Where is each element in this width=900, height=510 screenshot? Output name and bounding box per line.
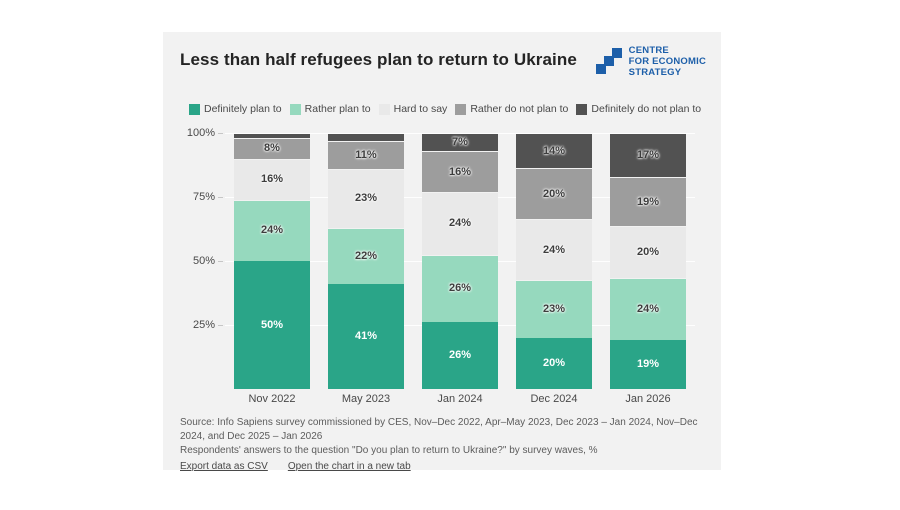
bar-segment-value-label: 50% — [260, 318, 284, 331]
bar-segment[interactable]: 11% — [328, 141, 404, 169]
bar-segment-value-label: 26% — [448, 348, 472, 361]
bar-segment[interactable]: 16% — [422, 152, 498, 193]
legend-label: Definitely do not plan to — [591, 103, 702, 115]
bar-segment-value-label: 24% — [636, 302, 660, 315]
bar-segment-value-label: 23% — [354, 192, 378, 205]
bar-segment[interactable]: 24% — [610, 278, 686, 340]
source-note: Source: Info Sapiens survey commissioned… — [180, 417, 698, 442]
ces-logo: Centre For Economic Strategy — [595, 45, 706, 79]
bar-segment[interactable]: 20% — [610, 227, 686, 278]
legend-swatch — [378, 103, 390, 115]
bar-segment[interactable]: 7% — [422, 133, 498, 152]
bar-segment[interactable]: 26% — [422, 321, 498, 389]
bar-segment-value-label: 19% — [636, 357, 660, 370]
bar-segment[interactable]: 19% — [610, 339, 686, 389]
bar-segment[interactable] — [234, 134, 310, 139]
y-axis-tick — [218, 133, 223, 134]
bar-segment-value-label: 24% — [260, 224, 284, 237]
bar-segment-value-label: 24% — [448, 217, 472, 230]
bar-segment-value-label: 26% — [448, 282, 472, 295]
open-new-tab-link[interactable]: Open the chart in a new tab — [287, 461, 411, 473]
bar-segment-value-label: 20% — [542, 357, 566, 370]
x-axis-category-label: Nov 2022 — [248, 393, 296, 405]
ces-logo-text: Centre For Economic Strategy — [629, 45, 706, 79]
y-axis-tick — [218, 197, 223, 198]
bar-segment-value-label: 20% — [542, 187, 566, 200]
chart-footer: Source: Info Sapiens survey commissioned… — [180, 416, 708, 474]
chart-card: Less than half refugees plan to return t… — [163, 32, 721, 472]
bar-segment[interactable]: 22% — [328, 228, 404, 285]
y-axis-tick-label: 50% — [192, 255, 215, 267]
bar-segment[interactable]: 24% — [234, 200, 310, 261]
bar-segment[interactable]: 23% — [516, 281, 592, 339]
legend-swatch — [189, 103, 200, 115]
bar-segment-value-label: 11% — [355, 148, 377, 161]
bar-segment[interactable]: 17% — [610, 134, 686, 177]
legend-swatch — [455, 103, 467, 115]
bar-segment-value-label: 24% — [542, 243, 566, 256]
x-axis-category-label: Jan 2026 — [625, 393, 671, 405]
legend-label: Rather do not plan to — [470, 103, 569, 115]
y-axis-tick — [218, 325, 223, 326]
legend-label: Hard to say — [393, 103, 448, 115]
bar-segment-value-label: 7% — [452, 136, 468, 149]
x-axis-category-label: Dec 2024 — [530, 393, 578, 405]
y-axis-tick — [218, 261, 223, 262]
gridline — [225, 133, 695, 134]
bar-segment-value-label: 22% — [354, 249, 378, 262]
chart-title: Less than half refugees plan to return t… — [180, 50, 577, 69]
legend-label: Rather plan to — [304, 103, 371, 115]
bar-segment-value-label: 16% — [448, 165, 472, 178]
logo-line-2: For Economic — [628, 56, 706, 68]
legend-item: Definitely plan to — [189, 103, 282, 115]
bar-segment-value-label: 8% — [264, 142, 280, 155]
bar-segment-value-label: 14% — [542, 144, 566, 157]
bar-segment[interactable]: 20% — [516, 169, 592, 220]
export-csv-link[interactable]: Export data as CSV — [180, 461, 268, 473]
chart-legend: Definitely plan to Rather plan to Hard to … — [189, 103, 701, 115]
y-axis-tick-label: 100% — [186, 127, 215, 139]
legend-item: Rather plan to — [289, 103, 371, 115]
bar-segment-value-label: 20% — [636, 245, 660, 258]
bar-segment-value-label: 19% — [636, 195, 660, 208]
bar-segment[interactable]: 16% — [234, 159, 310, 200]
x-axis-category-label: May 2023 — [341, 393, 391, 405]
question-note: Respondents' answers to the question "Do… — [180, 444, 598, 456]
bar-segment[interactable]: 20% — [516, 338, 592, 389]
legend-item: Definitely do not plan to — [576, 103, 701, 115]
legend-label: Definitely plan to — [204, 103, 282, 115]
plot-area: 50% 24% 16% 8% 41% 22% 23% 11% 26% 26% 24% 16% 7% 20%… — [225, 133, 695, 389]
bar-segment[interactable]: 23% — [328, 169, 404, 228]
bar-segment[interactable]: 50% — [234, 261, 310, 389]
bar-segment-value-label: 17% — [636, 148, 660, 161]
x-axis-category-label: Jan 2024 — [437, 393, 483, 405]
legend-item: Rather do not plan to — [455, 103, 568, 115]
y-axis-tick-label: 25% — [192, 319, 215, 331]
bar-segment[interactable]: 26% — [422, 255, 498, 322]
logo-line-3: Strategy — [628, 67, 682, 79]
bar-segment[interactable]: 24% — [422, 193, 498, 255]
bar-segment-value-label: 41% — [354, 330, 378, 342]
bar-segment[interactable]: 24% — [516, 220, 592, 280]
footer-links: Export data as CSV Open the chart in a n… — [180, 460, 708, 474]
y-axis-tick-label: 75% — [192, 191, 215, 203]
logo-line-1: Centre — [628, 45, 669, 56]
legend-swatch — [576, 103, 588, 115]
legend-item: Hard to say — [378, 103, 448, 115]
ces-stairs-icon — [595, 48, 623, 75]
legend-swatch — [289, 103, 301, 115]
bar-segment[interactable]: 14% — [516, 133, 592, 169]
bar-segment[interactable]: 19% — [610, 177, 686, 227]
bar-segment[interactable]: 41% — [328, 284, 404, 389]
bar-segment[interactable] — [328, 134, 404, 141]
bar-segment[interactable]: 8% — [234, 139, 310, 159]
bar-segment-value-label: 23% — [542, 303, 566, 316]
bar-segment-value-label: 16% — [260, 173, 284, 186]
